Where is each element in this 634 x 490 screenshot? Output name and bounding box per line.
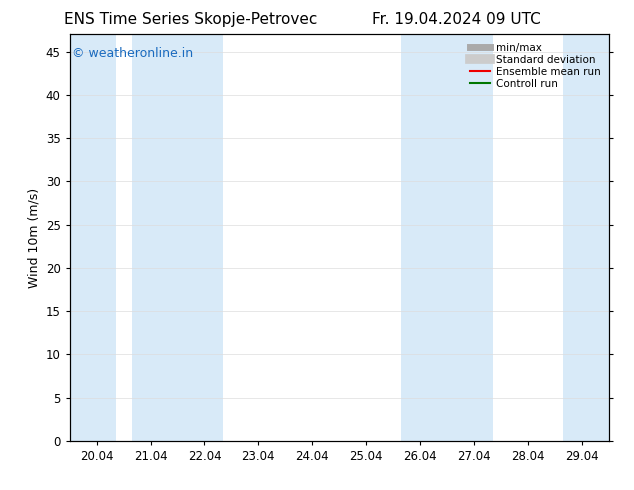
Text: © weatheronline.in: © weatheronline.in <box>72 47 193 59</box>
Bar <box>132 34 223 441</box>
Text: ENS Time Series Skopje-Petrovec: ENS Time Series Skopje-Petrovec <box>63 12 317 27</box>
Text: Fr. 19.04.2024 09 UTC: Fr. 19.04.2024 09 UTC <box>372 12 541 27</box>
Y-axis label: Wind 10m (m/s): Wind 10m (m/s) <box>27 188 41 288</box>
Bar <box>401 34 493 441</box>
Bar <box>563 34 609 441</box>
Bar <box>70 34 115 441</box>
Legend: min/max, Standard deviation, Ensemble mean run, Controll run: min/max, Standard deviation, Ensemble me… <box>467 40 604 92</box>
